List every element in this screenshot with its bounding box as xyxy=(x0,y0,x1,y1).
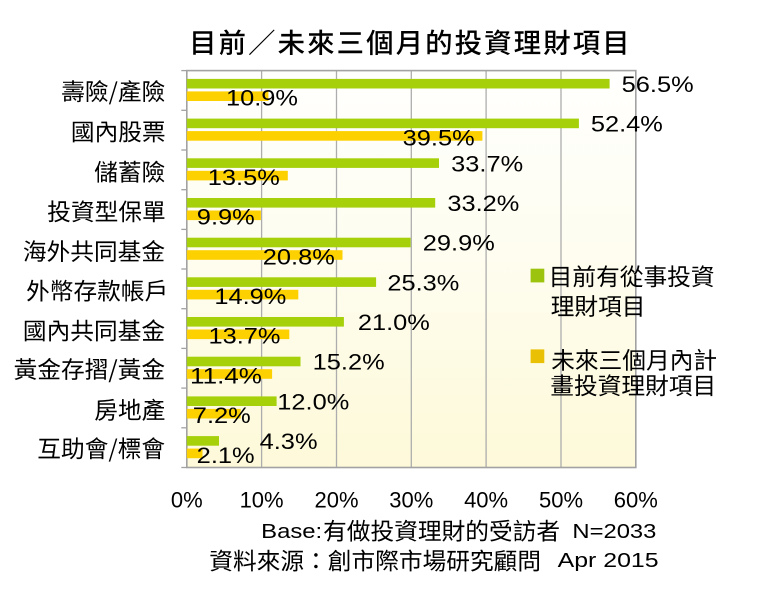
svg-text:60%: 60% xyxy=(614,488,658,513)
svg-text:25.3%: 25.3% xyxy=(387,270,459,295)
svg-text:40%: 40% xyxy=(464,488,508,513)
svg-text:4.3%: 4.3% xyxy=(260,429,318,454)
svg-text:7.2%: 7.2% xyxy=(193,403,251,428)
svg-text:12.0%: 12.0% xyxy=(277,389,349,414)
svg-text:33.2%: 33.2% xyxy=(447,191,519,216)
svg-text:21.0%: 21.0% xyxy=(358,310,430,335)
svg-text:56.5%: 56.5% xyxy=(622,72,694,97)
svg-text:52.4%: 52.4% xyxy=(591,112,663,137)
svg-text:2.1%: 2.1% xyxy=(197,443,255,468)
svg-text:N=2033: N=2033 xyxy=(572,520,656,543)
svg-text:Base:: Base: xyxy=(261,520,322,543)
svg-text:10.9%: 10.9% xyxy=(226,86,298,111)
svg-text:10%: 10% xyxy=(240,488,284,513)
svg-text:15.2%: 15.2% xyxy=(313,350,385,375)
svg-text:20%: 20% xyxy=(314,488,358,513)
svg-text:39.5%: 39.5% xyxy=(403,125,475,150)
svg-text:11.4%: 11.4% xyxy=(190,363,262,388)
svg-text:30%: 30% xyxy=(389,488,433,513)
svg-text:29.9%: 29.9% xyxy=(423,231,495,256)
svg-text:13.7%: 13.7% xyxy=(209,324,281,349)
svg-text:Apr 2015: Apr 2015 xyxy=(558,549,659,572)
svg-text:20.8%: 20.8% xyxy=(263,244,335,269)
svg-text:13.5%: 13.5% xyxy=(208,165,280,190)
svg-text:9.9%: 9.9% xyxy=(197,205,255,230)
svg-text:0%: 0% xyxy=(171,488,203,513)
svg-text:50%: 50% xyxy=(539,488,583,513)
svg-text:14.9%: 14.9% xyxy=(214,284,286,309)
svg-text:33.7%: 33.7% xyxy=(451,151,523,176)
